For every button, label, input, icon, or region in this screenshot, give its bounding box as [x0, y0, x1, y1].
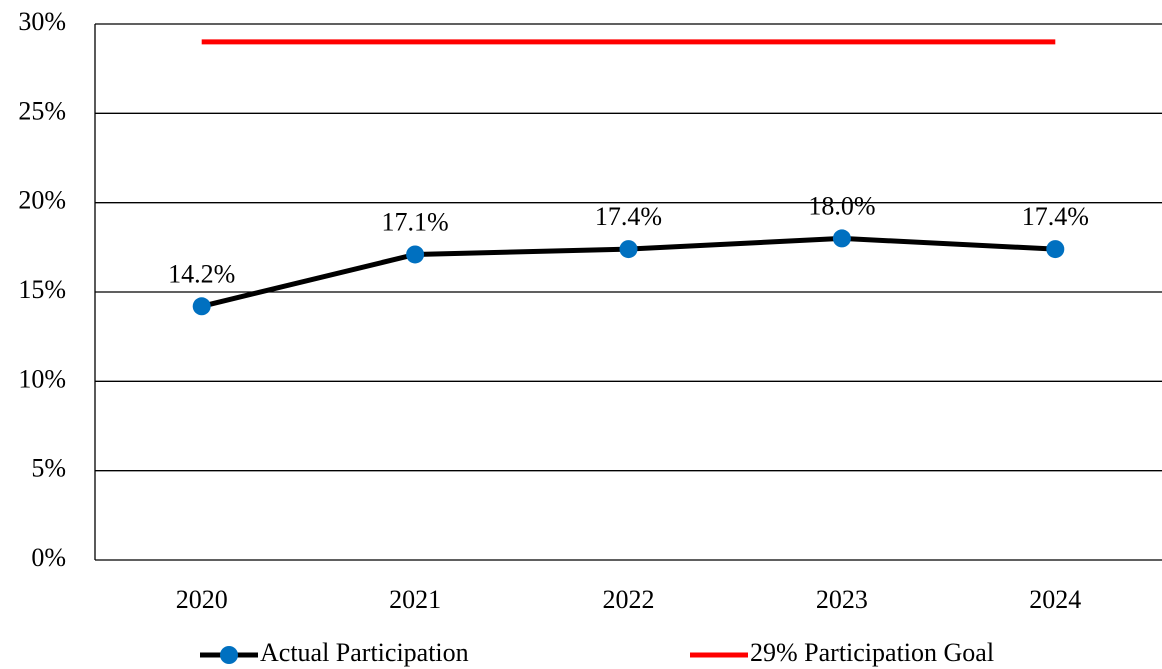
- y-tick-label: 30%: [18, 7, 66, 36]
- data-label: 17.4%: [1022, 202, 1089, 231]
- x-tick-label: 2021: [389, 585, 441, 614]
- marker: [406, 245, 425, 264]
- x-tick-label: 2022: [603, 585, 655, 614]
- x-tick-label: 2024: [1029, 585, 1081, 614]
- y-tick-label: 20%: [18, 186, 66, 215]
- data-label: 14.2%: [168, 259, 235, 288]
- legend-marker: [220, 646, 238, 664]
- marker: [619, 240, 638, 259]
- y-tick-label: 0%: [31, 543, 66, 572]
- x-tick-label: 2023: [816, 585, 868, 614]
- legend-label: Actual Participation: [260, 638, 469, 667]
- x-tick-label: 2020: [176, 585, 228, 614]
- y-tick-label: 10%: [18, 364, 66, 393]
- marker: [832, 229, 851, 248]
- data-label: 17.4%: [595, 202, 662, 231]
- data-label: 17.1%: [382, 207, 449, 236]
- marker: [1046, 240, 1065, 259]
- y-tick-label: 15%: [18, 275, 66, 304]
- y-tick-label: 5%: [31, 454, 66, 483]
- legend-label: 29% Participation Goal: [750, 638, 994, 667]
- y-tick-label: 25%: [18, 96, 66, 125]
- marker: [192, 297, 211, 316]
- data-label: 18.0%: [808, 191, 875, 220]
